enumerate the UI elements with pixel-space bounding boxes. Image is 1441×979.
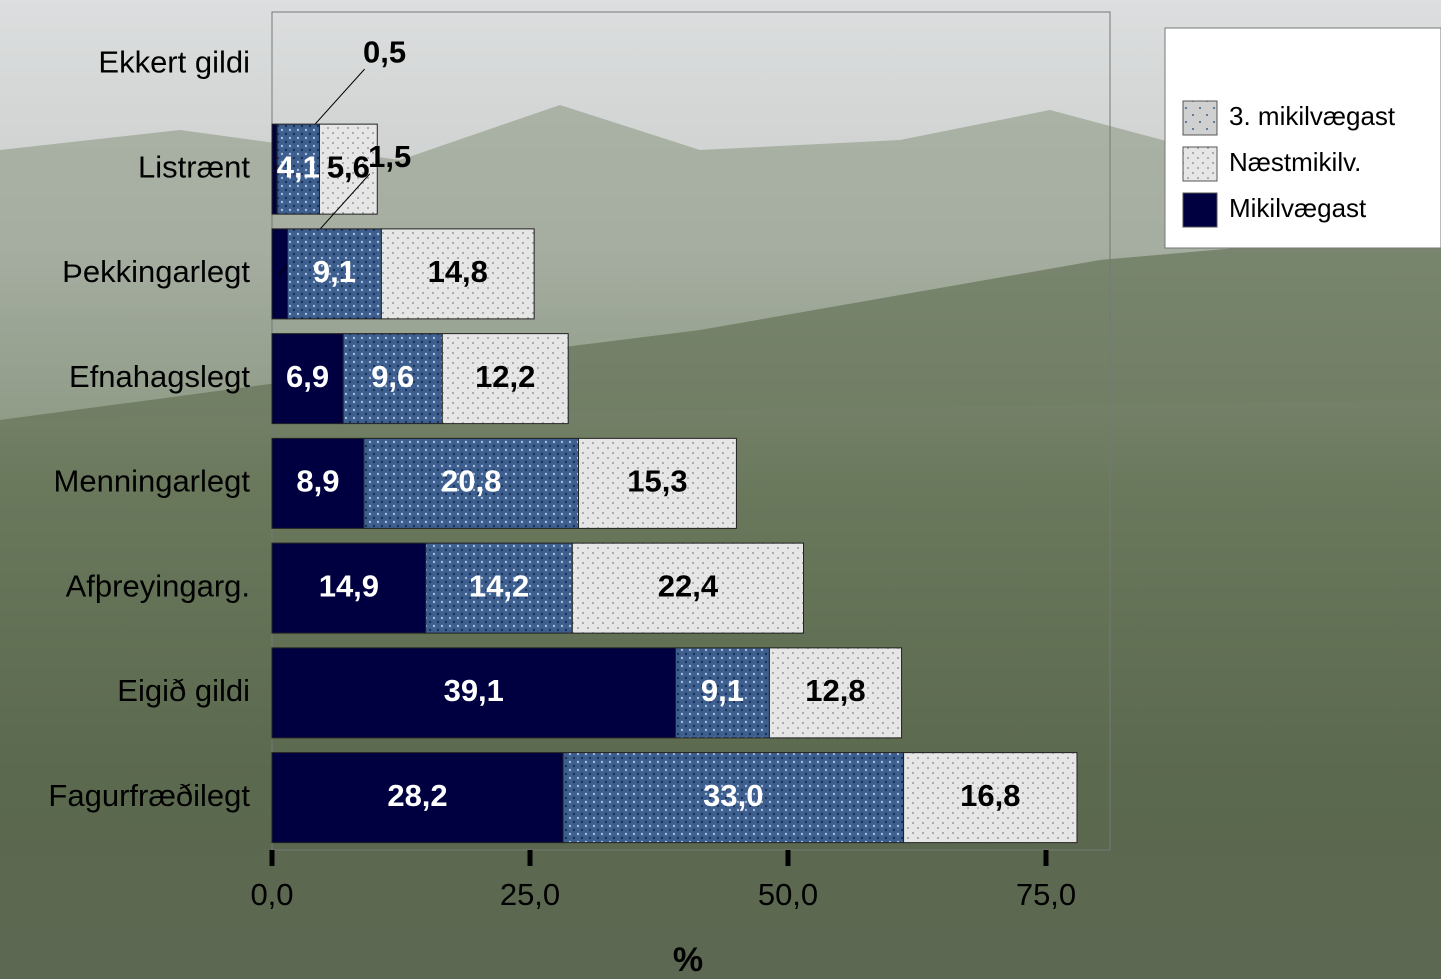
data-label: 22,4 — [658, 568, 719, 603]
data-label: 14,2 — [469, 568, 529, 603]
bar-segment — [271, 647, 677, 739]
bar-segment — [342, 333, 443, 425]
y-tick-label: Listrænt — [138, 149, 250, 184]
bar-segment — [562, 752, 905, 844]
data-label: 6,9 — [286, 359, 329, 394]
bar-segment — [363, 437, 580, 529]
data-label: 5,6 — [327, 149, 370, 184]
data-label: 0,5 — [363, 34, 406, 69]
legend-label: Næstmikilv. — [1229, 147, 1361, 177]
data-label: 14,9 — [319, 568, 379, 603]
y-tick-label: Efnahagslegt — [69, 359, 250, 394]
data-label: 16,8 — [960, 778, 1020, 813]
data-label: 33,0 — [703, 778, 763, 813]
data-label: 8,9 — [296, 464, 339, 499]
y-tick-label: Eigið gildi — [117, 673, 250, 708]
x-axis-title: % — [673, 941, 703, 979]
y-tick-label: Ekkert gildi — [98, 45, 250, 80]
data-label: 20,8 — [441, 464, 501, 499]
legend-swatch — [1182, 192, 1218, 228]
y-tick-label: Þekkingarlegt — [62, 254, 250, 289]
bar-segment — [571, 542, 804, 634]
legend-label: Mikilvægast — [1229, 193, 1367, 223]
bar-segment — [318, 123, 378, 215]
y-tick-label: Menningarlegt — [54, 464, 251, 499]
data-label: 9,1 — [313, 254, 356, 289]
legend-label: 3. mikilvægast — [1229, 101, 1396, 131]
data-label: 9,1 — [701, 673, 744, 708]
bar-segment — [380, 228, 535, 320]
data-label: 12,8 — [805, 673, 865, 708]
x-tick-label: 75,0 — [1016, 877, 1076, 912]
data-label: 4,1 — [277, 149, 320, 184]
y-tick-label: Afþreyingarg. — [66, 568, 250, 603]
legend-swatch — [1182, 146, 1218, 182]
data-label: 1,5 — [368, 139, 411, 174]
plot-frame — [271, 11, 1111, 851]
data-label: 12,2 — [475, 359, 535, 394]
bar-segment — [441, 333, 569, 425]
bar-segment — [271, 752, 564, 844]
data-label: 14,8 — [428, 254, 488, 289]
bar-segment — [578, 437, 737, 529]
bar-segment — [271, 542, 427, 634]
y-tick-label: Fagurfræðilegt — [48, 778, 250, 813]
bar-segment — [768, 647, 903, 739]
data-label: 39,1 — [444, 673, 504, 708]
x-tick-label: 50,0 — [758, 877, 818, 912]
data-label: 9,6 — [371, 359, 414, 394]
data-label: 28,2 — [387, 778, 447, 813]
bar-segment — [675, 647, 770, 739]
x-tick-label: 0,0 — [250, 877, 293, 912]
legend-swatch — [1182, 100, 1218, 136]
data-label: 15,3 — [627, 464, 687, 499]
bar-segment — [271, 333, 344, 425]
x-tick-label: 25,0 — [500, 877, 560, 912]
bar-segment — [903, 752, 1078, 844]
bar-segment — [425, 542, 573, 634]
bar-segment — [286, 228, 382, 320]
